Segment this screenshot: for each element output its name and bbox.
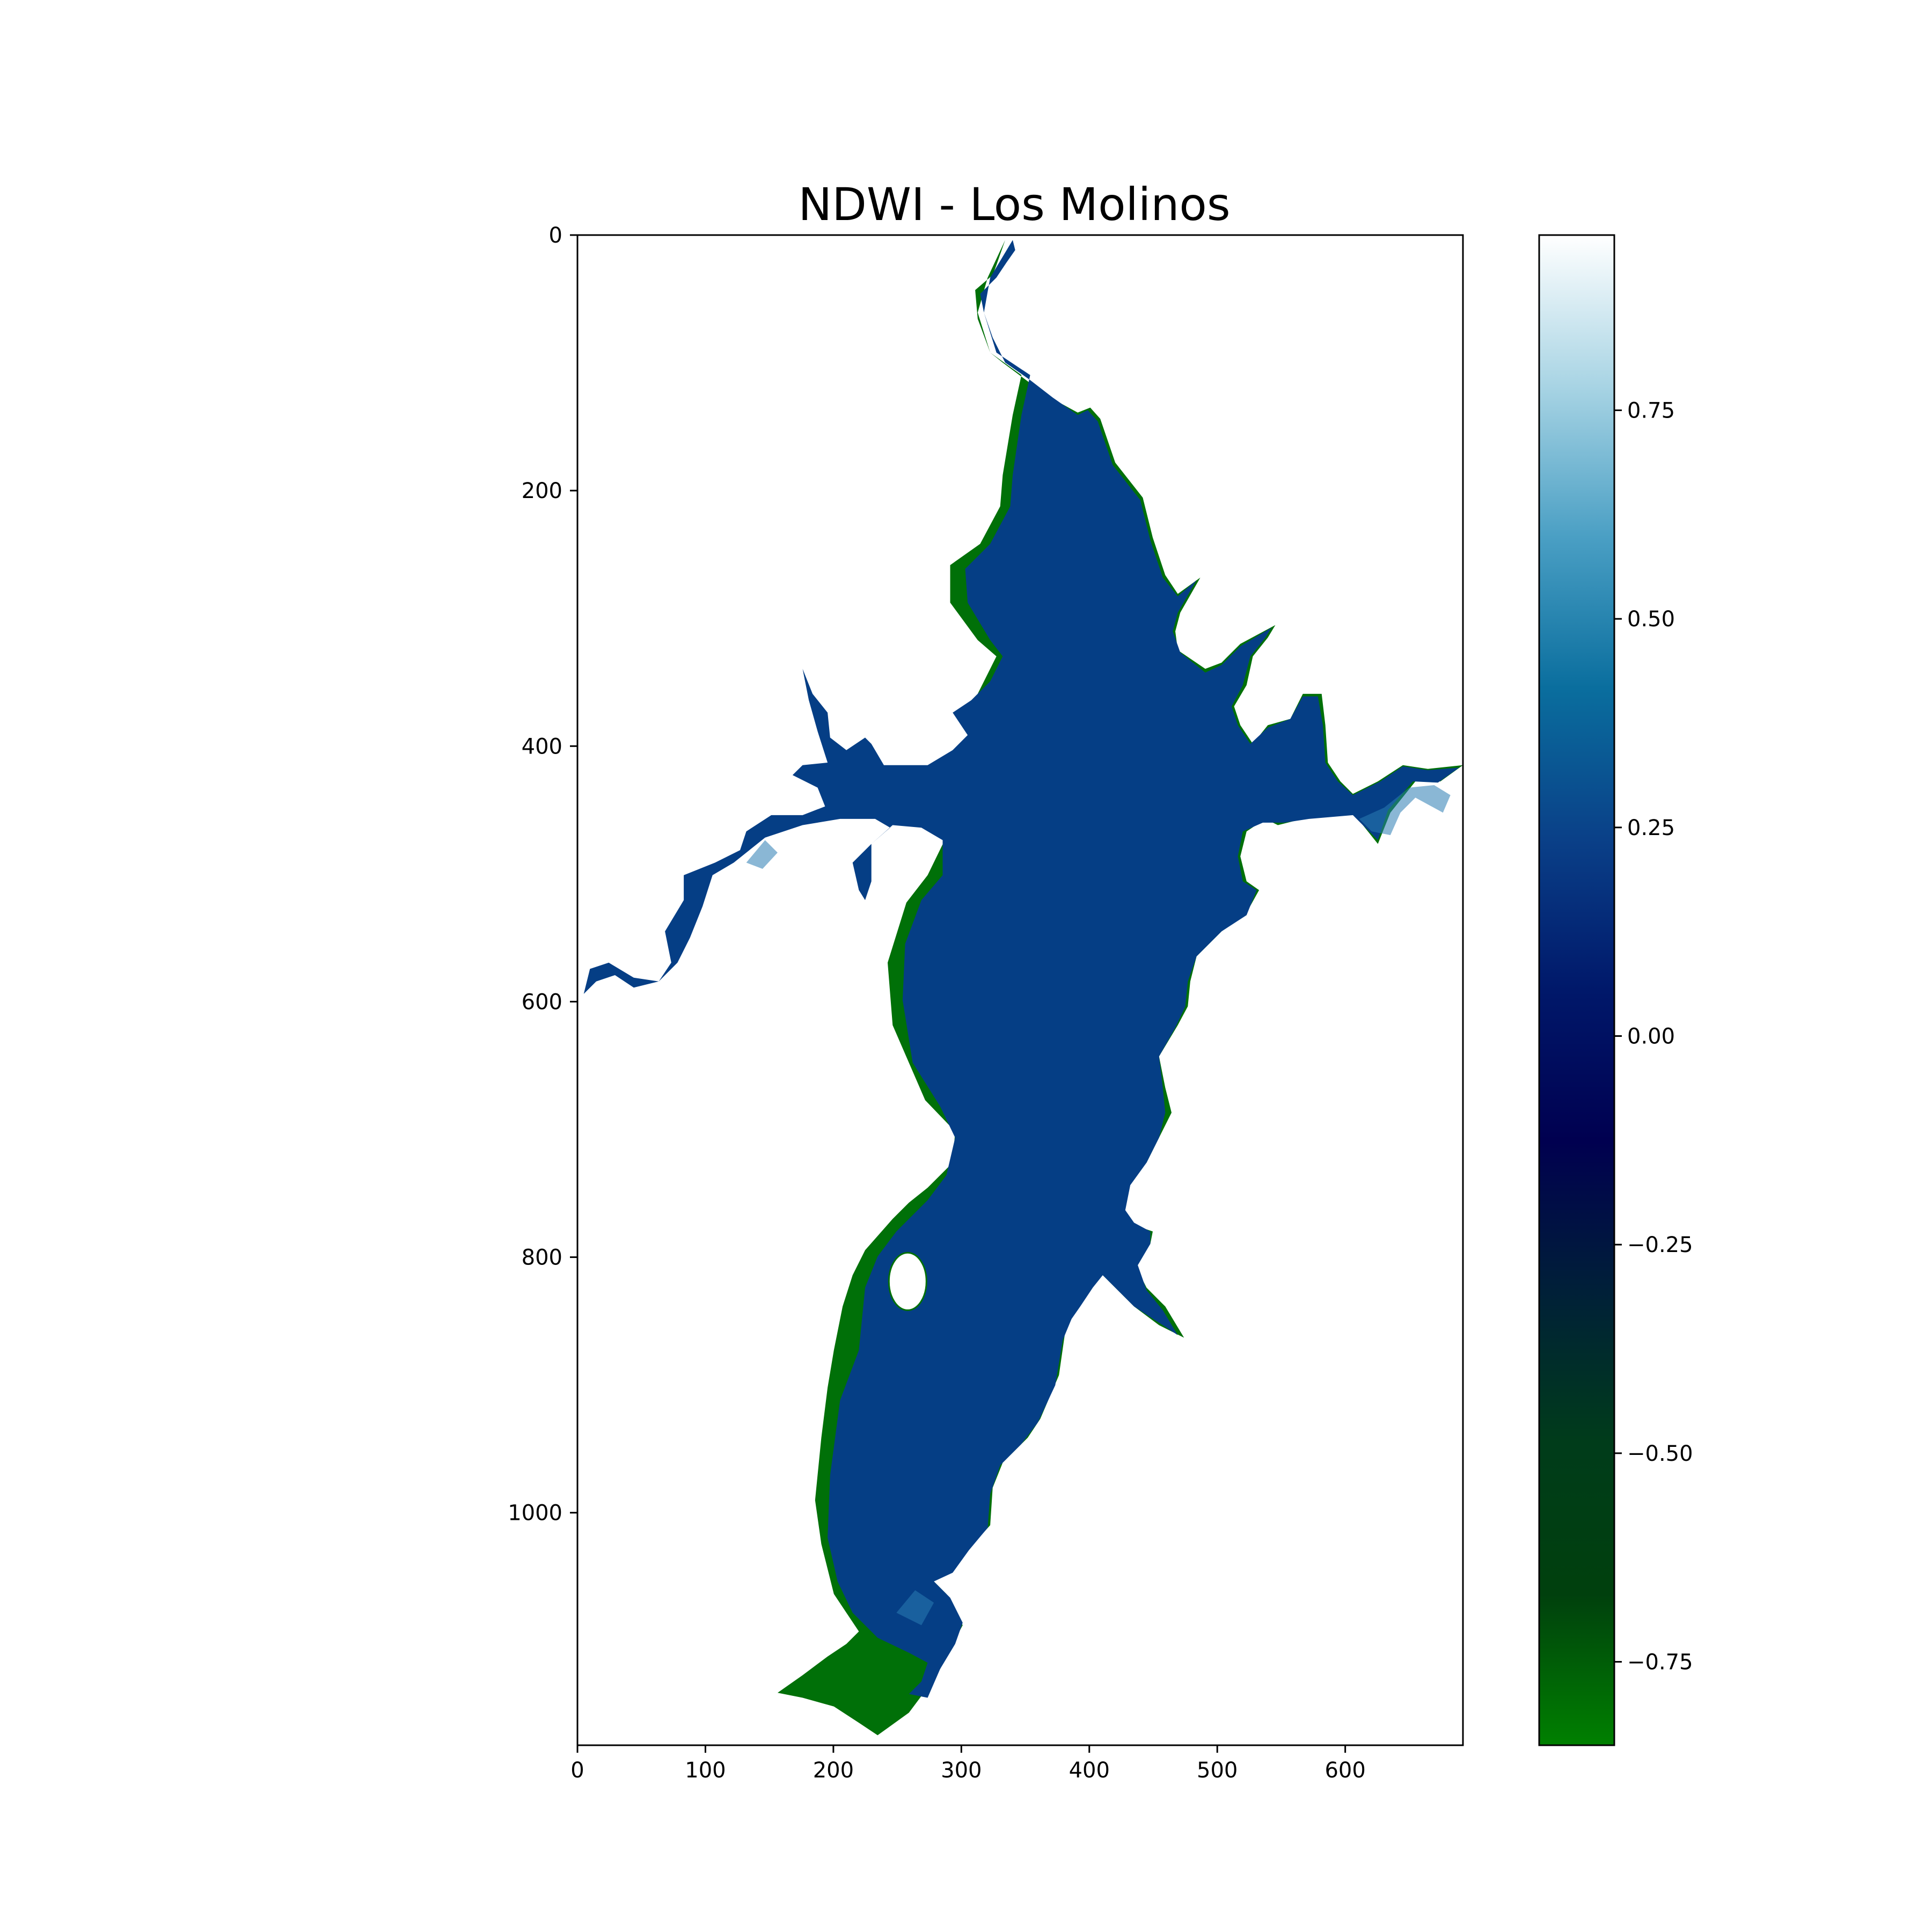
y-axis: 0 200 400 600 800 1000: [508, 223, 577, 1526]
x-tick-label: 600: [1324, 1758, 1365, 1783]
colorbar-axis: 0.75 0.50 0.25 0.00 −0.25 −0.50 −0.75: [1614, 398, 1693, 1675]
x-tick-label: 200: [813, 1758, 854, 1783]
colorbar: [1538, 234, 1615, 1746]
colorbar-tick-label: 0.25: [1627, 816, 1675, 840]
colorbar-tick-label: 0.00: [1627, 1024, 1675, 1049]
water-body: [583, 240, 1459, 1698]
y-tick-label: 1000: [508, 1501, 562, 1526]
chart-title: NDWI - Los Molinos: [798, 178, 1230, 231]
x-axis: 0 100 200 300 400 500 600: [570, 1745, 1366, 1783]
x-tick-label: 0: [570, 1758, 584, 1783]
image-area: [583, 240, 1463, 1736]
plot-frame: [576, 234, 1464, 1746]
x-tick-label: 500: [1197, 1758, 1238, 1783]
y-tick-label: 800: [522, 1246, 562, 1270]
colorbar-tick-label: −0.75: [1627, 1650, 1693, 1675]
colorbar-tick-label: −0.50: [1627, 1441, 1693, 1466]
colorbar-tick-label: 0.50: [1627, 607, 1675, 632]
colorbar-tick-label: −0.25: [1627, 1233, 1693, 1257]
y-tick-label: 200: [522, 479, 562, 503]
colorbar-tick-label: 0.75: [1627, 398, 1675, 423]
x-tick-label: 300: [941, 1758, 982, 1783]
island: [888, 1252, 927, 1311]
x-tick-label: 400: [1069, 1758, 1110, 1783]
y-tick-label: 0: [549, 223, 562, 248]
y-tick-label: 400: [522, 734, 562, 759]
x-tick-label: 100: [685, 1758, 726, 1783]
y-tick-label: 600: [522, 990, 562, 1014]
